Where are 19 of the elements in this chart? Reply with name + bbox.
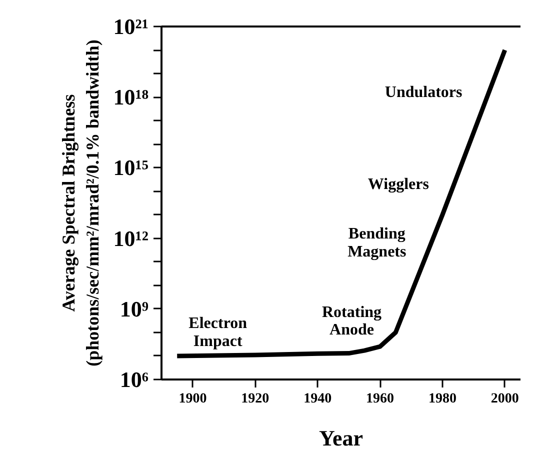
y-tick-label: 10¹⁸ — [113, 84, 149, 110]
annotation: Undulators — [384, 84, 462, 102]
x-tick-label: 1940 — [304, 392, 332, 406]
y-tick-label: 10¹⁵ — [113, 155, 149, 180]
x-tick-label: 2000 — [490, 392, 519, 406]
y-tick-label: 10²¹ — [113, 14, 149, 39]
x-tick-label: 1960 — [366, 392, 394, 406]
annotation: Bending Magnets — [348, 225, 406, 260]
x-tick-label: 1900 — [178, 392, 207, 406]
y-tick-label: 10⁶ — [120, 367, 149, 392]
annotation: Electron Impact — [188, 315, 248, 350]
annotation: Rotating Anode — [322, 304, 382, 339]
x-axis-title: Year — [319, 426, 364, 450]
y-axis-title: Average Spectral Brightness (photons/sec/mm²/mrad²/0.1% bandwidth) — [58, 40, 102, 366]
y-tick-label: 10⁹ — [120, 296, 149, 322]
annotation: Wigglers — [368, 176, 429, 193]
y-tick-label: 10¹² — [113, 226, 149, 251]
x-tick-label: 1980 — [428, 392, 456, 406]
x-tick-label: 1920 — [241, 392, 270, 406]
